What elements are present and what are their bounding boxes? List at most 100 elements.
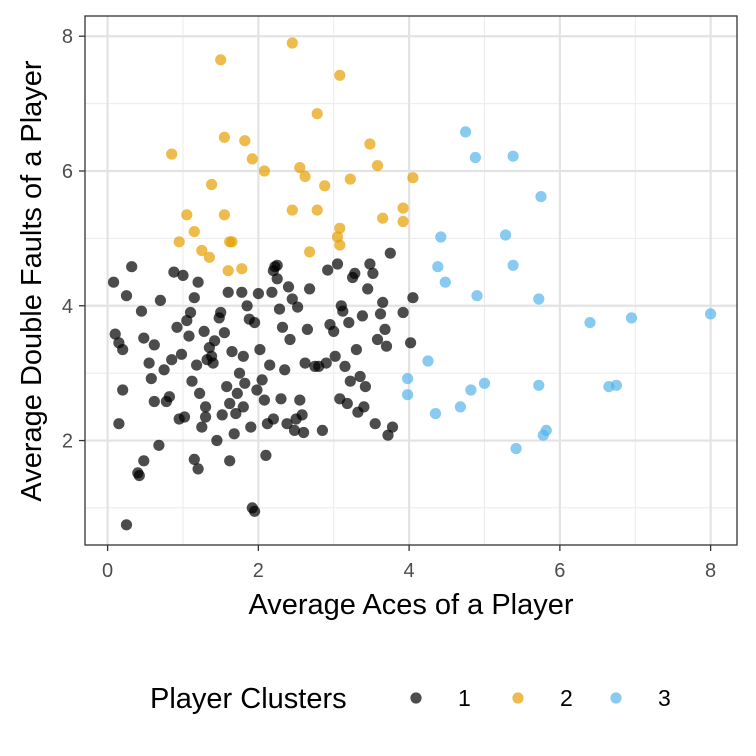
x-tick-label: 8 [705,560,716,582]
data-point [374,308,387,320]
data-point [120,519,133,531]
data-point [246,153,258,165]
data-point [188,453,200,465]
data-point [143,357,155,369]
data-point [344,173,356,185]
data-point [273,303,286,315]
data-point [402,373,414,385]
data-point [535,191,547,203]
data-point [216,409,228,421]
data-point [218,327,230,339]
data-point [108,276,120,288]
y-tick-label: 8 [62,26,73,48]
data-point [465,384,477,396]
data-point [510,443,522,455]
data-point [507,259,519,271]
data-point [334,222,346,234]
data-point [533,293,545,305]
data-point [407,172,419,184]
panel-border [84,15,738,546]
data-point [192,463,204,475]
data-point [625,312,638,324]
data-point [166,148,178,160]
data-point [215,306,227,319]
data-point [117,384,129,396]
data-point [198,325,210,337]
data-point [282,281,295,293]
data-point [145,373,157,385]
data-point [334,69,346,81]
data-point [286,293,298,305]
data-point [288,424,301,436]
data-point [251,384,263,396]
data-point [299,357,311,369]
data-point [138,455,150,467]
data-point [133,470,145,482]
data-point [304,246,316,258]
data-point [469,151,481,164]
data-point [153,439,165,451]
data-point [339,360,351,372]
data-point [359,381,371,393]
data-point [284,333,296,346]
data-point [384,247,396,259]
data-point [299,170,311,182]
data-point [304,283,316,295]
data-point [500,229,512,241]
data-point [231,387,243,399]
data-point [311,204,323,216]
data-point [184,306,197,319]
data-point [610,379,623,391]
data-point [454,401,466,413]
data-point [279,364,291,376]
y-tick-label: 6 [62,161,73,183]
data-point [200,411,212,423]
data-point [264,359,276,371]
data-point [109,328,121,340]
data-point [249,505,261,517]
series-3 [402,126,717,455]
data-point [319,180,331,192]
data-point [349,267,361,279]
data-point [221,381,233,393]
data-point [358,401,370,413]
data-point [540,424,552,436]
data-point [276,321,289,333]
data-point [281,418,293,430]
grid-minor [85,16,737,545]
data-point [507,150,519,162]
data-point [126,261,138,273]
data-point [226,346,238,358]
data-point [471,290,483,302]
data-point [329,350,341,362]
data-point [203,251,215,263]
x-tick-label: 0 [102,560,113,582]
data-point [237,401,249,413]
data-point [135,305,148,317]
data-point [211,434,223,447]
data-point [405,337,417,349]
data-point [386,421,399,433]
data-point [320,357,332,369]
data-point [429,408,442,420]
data-point [271,273,283,285]
data-point [188,226,200,238]
data-point [215,54,227,66]
data-point [377,296,389,308]
data-point [177,269,189,281]
points-layer [108,37,717,531]
data-point [328,325,340,337]
legend-label-2: 2 [560,685,573,711]
data-point [334,239,346,251]
legend-items: 1 2 3 [410,685,671,711]
data-point [258,165,270,177]
data-point [200,401,212,413]
legend-key-2 [512,692,524,704]
data-point [206,178,218,191]
data-point [148,395,160,408]
data-point [224,455,236,467]
data-point [236,286,248,298]
data-point [171,321,183,333]
